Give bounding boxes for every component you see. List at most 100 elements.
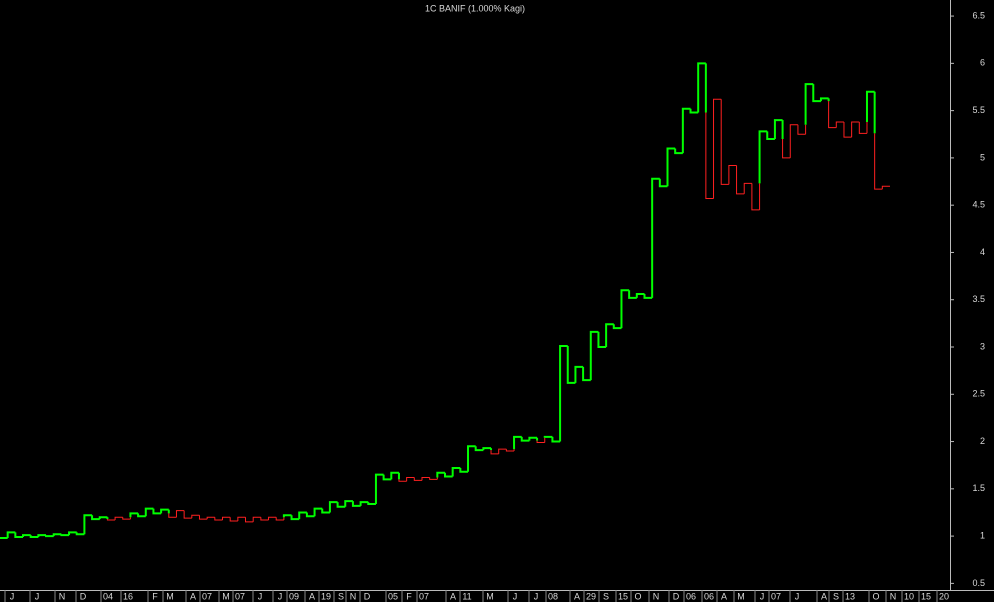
yang-line bbox=[758, 130, 768, 184]
x-tick-label: M bbox=[737, 591, 745, 601]
y-tick-label: 1 bbox=[980, 530, 985, 540]
x-tick-label: 29 bbox=[586, 591, 596, 601]
yang-line bbox=[658, 178, 668, 188]
x-tick-label: N bbox=[350, 591, 357, 601]
yang-line bbox=[328, 501, 338, 513]
x-tick-label: O bbox=[634, 591, 641, 601]
y-tick-label: 5.5 bbox=[972, 105, 985, 115]
x-tick-label: 07 bbox=[235, 591, 245, 601]
yin-line bbox=[713, 98, 722, 199]
yin-line bbox=[106, 519, 116, 521]
y-tick-label: 3 bbox=[980, 341, 985, 351]
yang-line bbox=[582, 366, 591, 382]
yin-line bbox=[536, 440, 545, 443]
x-tick-label: N bbox=[890, 591, 897, 601]
yang-line bbox=[144, 507, 154, 517]
yang-line bbox=[697, 62, 706, 113]
yin-line bbox=[789, 124, 798, 158]
yin-line bbox=[260, 517, 269, 521]
yin-line bbox=[421, 476, 430, 481]
yang-line bbox=[152, 508, 162, 515]
yin-line bbox=[490, 450, 499, 455]
x-tick-label: 15 bbox=[921, 591, 931, 601]
yang-line bbox=[865, 90, 875, 122]
x-tick-label: 07 bbox=[771, 591, 781, 601]
yang-line bbox=[612, 324, 622, 330]
yin-line bbox=[429, 477, 438, 480]
yang-line bbox=[390, 471, 399, 480]
yang-line bbox=[367, 502, 376, 505]
yin-line bbox=[858, 121, 867, 134]
x-tick-label: 09 bbox=[289, 591, 299, 601]
yin-line bbox=[252, 516, 261, 522]
yang-line bbox=[467, 445, 476, 472]
x-tick-label: S bbox=[603, 591, 609, 601]
yin-line bbox=[198, 515, 208, 520]
yang-line bbox=[674, 148, 683, 155]
yang-line bbox=[91, 515, 100, 521]
yang-line bbox=[374, 473, 384, 504]
yin-line bbox=[229, 517, 238, 522]
yin-line bbox=[505, 449, 515, 452]
yin-line bbox=[398, 479, 407, 482]
yang-line bbox=[83, 514, 93, 535]
yang-line bbox=[605, 323, 614, 348]
yang-line bbox=[137, 513, 146, 518]
x-tick-label: O bbox=[872, 591, 879, 601]
yang-line bbox=[681, 107, 691, 154]
x-tick-label: J bbox=[795, 591, 800, 601]
yang-line bbox=[129, 512, 139, 518]
chart-title: 1C BANIF (1.000% Kagi) bbox=[425, 3, 525, 13]
yin-line bbox=[843, 121, 852, 138]
yang-line bbox=[628, 290, 637, 299]
yang-line bbox=[566, 346, 576, 384]
yang-line bbox=[482, 447, 492, 451]
x-tick-label: 11 bbox=[462, 591, 471, 601]
yang-line bbox=[359, 501, 369, 506]
yang-line bbox=[528, 436, 538, 441]
yang-line bbox=[597, 331, 607, 349]
y-tick-label: 2 bbox=[980, 436, 985, 446]
yang-line bbox=[589, 330, 599, 381]
yang-line bbox=[804, 83, 814, 125]
yang-line bbox=[574, 365, 584, 383]
yang-line bbox=[160, 508, 169, 514]
yang-line bbox=[382, 474, 392, 481]
yin-line bbox=[268, 516, 277, 521]
yin-line bbox=[175, 510, 185, 518]
y-tick-label: 1.5 bbox=[972, 483, 985, 493]
yang-line bbox=[60, 534, 70, 537]
yang-line bbox=[75, 532, 85, 536]
x-tick-label: D bbox=[673, 591, 680, 601]
x-tick-label: D bbox=[80, 591, 87, 601]
x-tick-label: 06 bbox=[686, 591, 696, 601]
yin-line bbox=[413, 477, 422, 481]
yin-line bbox=[406, 476, 415, 482]
yin-line bbox=[122, 517, 131, 520]
yin-line bbox=[828, 101, 837, 129]
yin-line bbox=[874, 133, 883, 190]
x-tick-label: A bbox=[190, 591, 196, 601]
x-tick-label: 20 bbox=[939, 591, 949, 601]
yang-line bbox=[14, 532, 24, 539]
yin-line bbox=[720, 99, 729, 185]
yang-line bbox=[45, 535, 54, 538]
yang-line bbox=[635, 293, 645, 298]
yang-line bbox=[643, 294, 653, 299]
yin-line bbox=[797, 124, 806, 135]
yang-line bbox=[22, 534, 31, 538]
x-tick-label: J bbox=[278, 591, 283, 601]
x-tick-label: N bbox=[653, 591, 660, 601]
x-tick-label: J bbox=[35, 591, 40, 601]
yang-line bbox=[651, 177, 660, 298]
yin-line bbox=[743, 182, 752, 194]
yin-line bbox=[782, 138, 791, 159]
yang-line bbox=[52, 533, 62, 537]
x-tick-label: 13 bbox=[845, 591, 855, 601]
x-tick-label: 16 bbox=[123, 591, 133, 601]
yang-line bbox=[689, 108, 699, 114]
yin-line bbox=[114, 516, 123, 521]
yin-line bbox=[881, 185, 890, 190]
